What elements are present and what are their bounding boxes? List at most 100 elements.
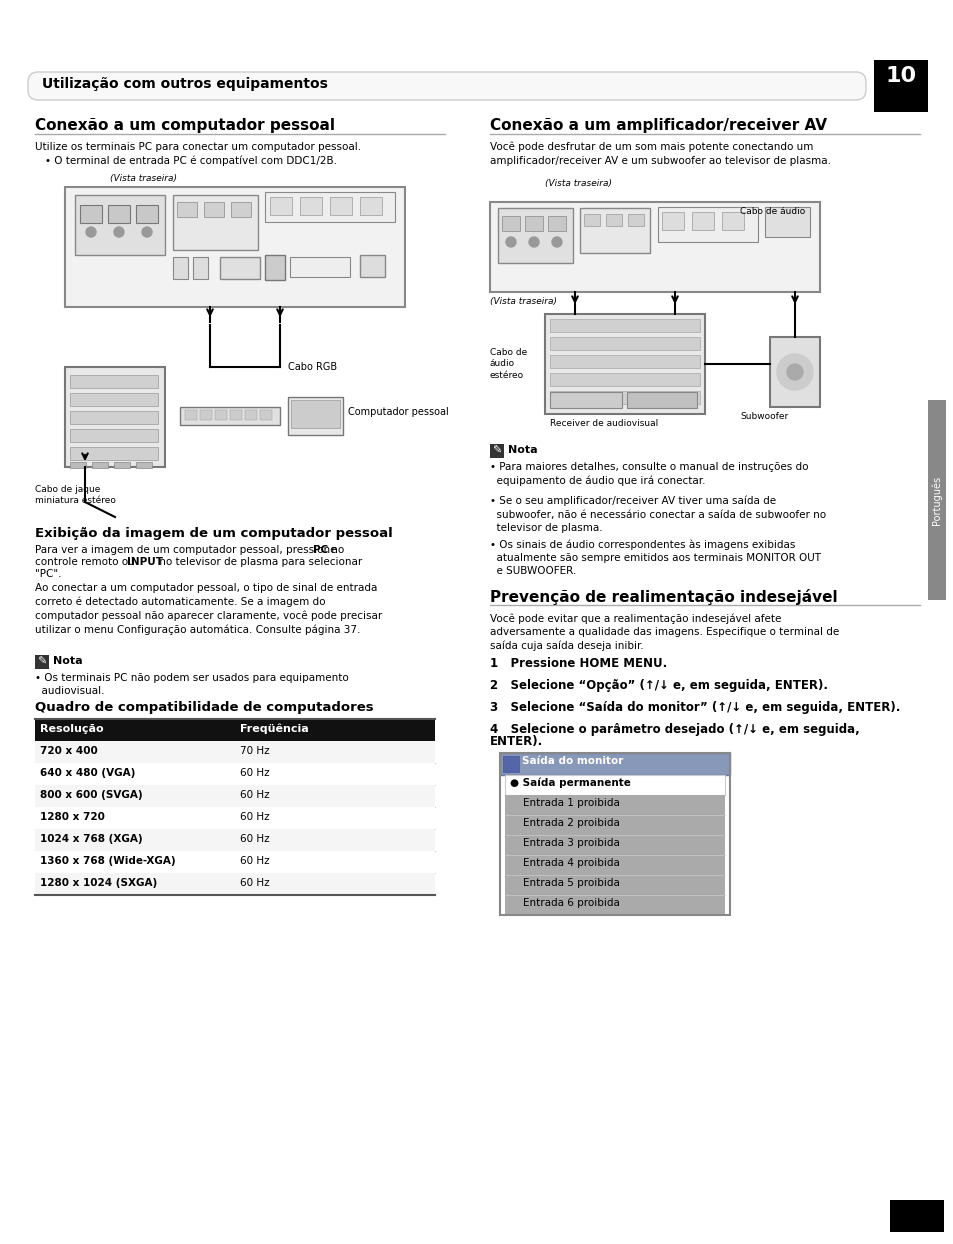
Bar bbox=[501, 216, 519, 231]
Text: • Os sinais de áudio correspondentes às imagens exibidas
  atualmente são sempre: • Os sinais de áudio correspondentes às … bbox=[490, 539, 821, 576]
Text: • Se o seu amplificador/receiver AV tiver uma saída de
  subwoofer, não é necess: • Se o seu amplificador/receiver AV tive… bbox=[490, 496, 825, 532]
Bar bbox=[136, 462, 152, 468]
Text: 1   Pressione HOME MENU.: 1 Pressione HOME MENU. bbox=[490, 657, 666, 671]
Text: Entrada 5 proibida: Entrada 5 proibida bbox=[510, 878, 619, 888]
Text: ENTER).: ENTER). bbox=[490, 735, 542, 748]
Text: Ao conectar a um computador pessoal, o tipo de sinal de entrada
correto é detect: Ao conectar a um computador pessoal, o t… bbox=[35, 583, 382, 634]
Bar bbox=[35, 719, 435, 741]
Text: no televisor de plasma para selecionar: no televisor de plasma para selecionar bbox=[156, 557, 362, 567]
Bar bbox=[490, 444, 503, 458]
Bar bbox=[550, 391, 700, 404]
Text: Quadro de compatibilidade de computadores: Quadro de compatibilidade de computadore… bbox=[35, 702, 374, 714]
Text: "PC".: "PC". bbox=[35, 569, 61, 578]
Bar bbox=[260, 411, 272, 420]
Bar bbox=[499, 753, 729, 916]
Text: 10: 10 bbox=[884, 66, 916, 86]
Text: (Vista traseira): (Vista traseira) bbox=[490, 297, 557, 306]
Bar bbox=[172, 258, 188, 279]
Text: • Para maiores detalhes, consulte o manual de instruções do
  equipamento de áud: • Para maiores detalhes, consulte o manu… bbox=[490, 462, 807, 486]
Text: 60 Hz: 60 Hz bbox=[240, 878, 270, 888]
Bar bbox=[35, 829, 435, 851]
Text: PC: PC bbox=[313, 545, 328, 555]
Text: 1360 x 768 (Wide-XGA): 1360 x 768 (Wide-XGA) bbox=[40, 856, 175, 866]
Bar bbox=[299, 197, 322, 215]
Text: 60 Hz: 60 Hz bbox=[240, 833, 270, 843]
Bar bbox=[359, 197, 381, 215]
Text: Saída do monitor: Saída do monitor bbox=[521, 756, 622, 766]
Bar bbox=[35, 785, 435, 807]
Text: 70 Hz: 70 Hz bbox=[240, 746, 270, 756]
Bar bbox=[547, 216, 565, 231]
Bar bbox=[270, 197, 292, 215]
Bar bbox=[627, 214, 643, 226]
Bar bbox=[764, 207, 809, 238]
Bar bbox=[504, 775, 724, 795]
Bar bbox=[550, 318, 700, 332]
Text: Você pode evitar que a realimentação indesejável afete
adversamente a qualidade : Você pode evitar que a realimentação ind… bbox=[490, 613, 839, 651]
Bar bbox=[70, 393, 158, 406]
Circle shape bbox=[552, 238, 561, 248]
Bar bbox=[583, 214, 599, 226]
Text: Você pode desfrutar de um som mais potente conectando um
amplificador/receiver A: Você pode desfrutar de um som mais poten… bbox=[490, 142, 830, 165]
Text: 720 x 400: 720 x 400 bbox=[40, 746, 97, 756]
Text: Conexão a um amplificador/receiver AV: Conexão a um amplificador/receiver AV bbox=[490, 118, 826, 133]
Bar bbox=[91, 462, 108, 468]
Bar bbox=[504, 795, 724, 916]
Text: 640 x 480 (VGA): 640 x 480 (VGA) bbox=[40, 768, 135, 778]
Bar bbox=[769, 337, 820, 407]
Bar bbox=[193, 258, 208, 279]
Text: (Vista traseira): (Vista traseira) bbox=[544, 179, 612, 188]
Bar bbox=[65, 187, 405, 307]
Bar bbox=[359, 255, 385, 277]
Bar bbox=[658, 207, 758, 243]
Bar bbox=[220, 258, 260, 279]
Text: Cabo de áudio: Cabo de áudio bbox=[740, 207, 804, 216]
Bar bbox=[35, 807, 435, 829]
Text: Exibição da imagem de um computador pessoal: Exibição da imagem de um computador pess… bbox=[35, 527, 393, 540]
Bar bbox=[70, 462, 86, 468]
Bar bbox=[172, 195, 257, 250]
Text: Entrada 3 proibida: Entrada 3 proibida bbox=[510, 838, 619, 848]
Text: Computador pessoal: Computador pessoal bbox=[348, 407, 448, 417]
Circle shape bbox=[786, 364, 802, 379]
Circle shape bbox=[113, 226, 124, 238]
Bar bbox=[75, 195, 165, 255]
Text: Entrada 1 proibida: Entrada 1 proibida bbox=[510, 797, 619, 809]
Bar bbox=[136, 205, 158, 223]
Text: Resolução: Resolução bbox=[40, 724, 104, 734]
Text: Português: Português bbox=[931, 475, 942, 525]
Text: controle remoto ou: controle remoto ou bbox=[35, 557, 138, 567]
Text: Entrada 4 proibida: Entrada 4 proibida bbox=[510, 858, 619, 868]
Text: 1024 x 768 (XGA): 1024 x 768 (XGA) bbox=[40, 833, 143, 843]
Bar bbox=[626, 392, 697, 408]
Bar bbox=[497, 208, 573, 262]
Bar bbox=[180, 407, 280, 425]
Text: 60 Hz: 60 Hz bbox=[240, 768, 270, 778]
Bar bbox=[108, 205, 130, 223]
Bar bbox=[230, 411, 242, 420]
Text: 2   Selecione “Opção” (↑/↓ e, em seguida, ENTER).: 2 Selecione “Opção” (↑/↓ e, em seguida, … bbox=[490, 679, 827, 692]
Text: Utilização com outros equipamentos: Utilização com outros equipamentos bbox=[42, 77, 328, 91]
Text: Entrada 6 proibida: Entrada 6 proibida bbox=[510, 898, 619, 908]
Bar bbox=[200, 411, 212, 420]
Text: INPUT: INPUT bbox=[127, 557, 163, 567]
Text: no: no bbox=[328, 545, 344, 555]
Text: 4   Selecione o parâmetro desejado (↑/↓ e, em seguida,: 4 Selecione o parâmetro desejado (↑/↓ e,… bbox=[490, 723, 859, 736]
Bar bbox=[524, 216, 542, 231]
Text: PoB: PoB bbox=[899, 1220, 915, 1229]
Text: (Vista traseira): (Vista traseira) bbox=[110, 174, 177, 183]
Bar bbox=[177, 202, 196, 216]
Bar bbox=[873, 60, 927, 112]
Bar bbox=[550, 392, 621, 408]
Bar bbox=[35, 763, 435, 785]
Bar bbox=[605, 214, 621, 226]
Text: 60 Hz: 60 Hz bbox=[240, 856, 270, 866]
Bar bbox=[65, 367, 165, 466]
Text: 1280 x 1024 (SXGA): 1280 x 1024 (SXGA) bbox=[40, 878, 157, 888]
Text: 1280 x 720: 1280 x 720 bbox=[40, 812, 105, 822]
Text: Subwoofer: Subwoofer bbox=[740, 412, 788, 420]
Bar bbox=[231, 202, 251, 216]
Text: 60 Hz: 60 Hz bbox=[240, 790, 270, 800]
Text: 60 Hz: 60 Hz bbox=[240, 812, 270, 822]
Text: Utilize os terminais PC para conectar um computador pessoal.: Utilize os terminais PC para conectar um… bbox=[35, 142, 361, 152]
